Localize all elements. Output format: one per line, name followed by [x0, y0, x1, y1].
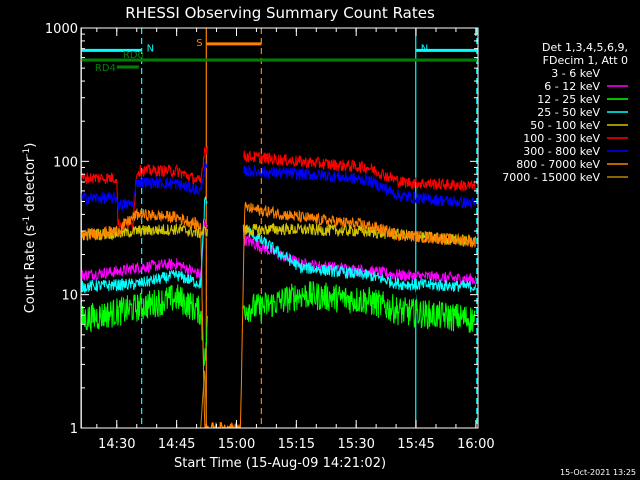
legend-header: FDecim 1, Att 0	[543, 54, 628, 67]
flag-label: RD0	[123, 50, 144, 61]
y-label-superscript: -1	[22, 148, 32, 157]
legend-entry-label: 12 - 25 keV	[537, 93, 600, 106]
y-label-part: )	[23, 143, 38, 148]
y-label-part: detector	[23, 156, 38, 216]
y-tick-label: 1	[70, 422, 78, 437]
flag-label: N	[421, 43, 428, 54]
y-label-part: Count Rate (s	[23, 225, 38, 314]
chart-title: RHESSI Observing Summary Count Rates	[125, 4, 435, 22]
legend-entry-label: 7000 - 15000 keV	[502, 171, 600, 184]
series-line	[200, 370, 207, 428]
x-tick-label: 15:30	[337, 437, 374, 452]
legend-entry-label: 6 - 12 keV	[544, 80, 600, 93]
plot-frame	[80, 27, 479, 429]
series-line	[81, 195, 476, 294]
footer-timestamp: 15-Oct-2021 13:25	[560, 468, 636, 477]
x-tick-label: 15:15	[278, 437, 315, 452]
flag-label: S	[196, 38, 202, 49]
legend-entry-label: 25 - 50 keV	[537, 106, 600, 119]
series-line	[81, 145, 476, 231]
y-tick-label: 1000	[45, 22, 78, 37]
x-tick-label: 15:00	[218, 437, 255, 452]
legend-entry-label: 300 - 800 keV	[523, 145, 600, 158]
series-line	[81, 281, 476, 366]
y-axis-label: Count Rate (s-1 detector-1)	[22, 143, 38, 314]
x-tick-label: 14:30	[98, 437, 135, 452]
series-line	[81, 201, 476, 428]
legend-header: Det 1,3,4,5,6,9,	[542, 41, 628, 54]
series-line	[81, 161, 476, 212]
x-tick-label: 15:45	[397, 437, 434, 452]
x-axis-label: Start Time (15-Aug-09 14:21:02)	[174, 456, 386, 471]
legend-entry-label: 3 - 6 keV	[551, 67, 600, 80]
x-tick-label: 16:00	[457, 437, 494, 452]
legend-entry-label: 800 - 7000 keV	[516, 158, 600, 171]
x-tick-label: 14:45	[158, 437, 195, 452]
legend-entry-label: 100 - 300 keV	[523, 132, 600, 145]
y-label-superscript: -1	[22, 216, 32, 225]
y-tick-label: 10	[61, 289, 78, 304]
flag-label: N	[147, 43, 154, 54]
legend-entry-label: 50 - 100 keV	[530, 119, 600, 132]
flag-label: RD4	[95, 63, 116, 74]
y-tick-label: 100	[53, 155, 78, 170]
